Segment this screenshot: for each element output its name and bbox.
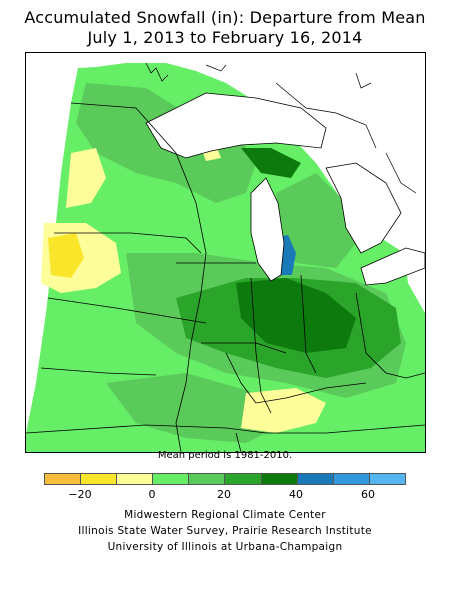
legend-swatch [81,474,118,484]
legend-swatch [45,474,82,484]
light-yellow-zone-south [241,388,326,433]
legend-tick-label: 0 [148,488,156,501]
state-borders [26,102,425,452]
legend-tick-label: 40 [289,488,303,501]
legend-swatch [153,474,190,484]
lake-michigan [250,177,285,282]
legend-swatch [369,474,405,484]
legend-tick-label: −20 [68,488,92,501]
map-title-line-2: July 1, 2013 to February 16, 2014 [87,28,363,47]
legend-swatch [117,474,154,484]
lake-superior [145,92,327,159]
legend-tick-label: 60 [361,488,375,501]
darkest-green-zone [236,278,356,353]
map-title-line-1: Accumulated Snowfall (in): Departure fro… [24,8,426,27]
yellow-zone-west [48,233,84,278]
legend-swatch [225,474,262,484]
credit-line-1: Midwestern Regional Climate Center [124,509,326,521]
coastlines [145,62,417,194]
credit-line-3: University of Illinois at Urbana-Champai… [107,541,343,553]
legend-swatch [261,474,298,484]
mid-green-zone-michigan [276,173,356,268]
lake-huron [325,162,402,254]
legend-swatch [333,474,370,484]
mean-period-note: Mean period is 1981-2010. [157,450,293,461]
snowfall-departure-map [25,52,426,453]
legend-tick-label: 20 [217,488,231,501]
light-yellow-zone-north [66,148,106,208]
legend-swatch [297,474,334,484]
lake-erie [360,247,425,286]
map-svg [26,62,425,452]
dark-green-zone-upper-michigan [241,148,301,178]
legend-swatch [189,474,226,484]
credit-line-2: Illinois State Water Survey, Prairie Res… [78,525,372,537]
color-legend-bar [44,473,406,485]
